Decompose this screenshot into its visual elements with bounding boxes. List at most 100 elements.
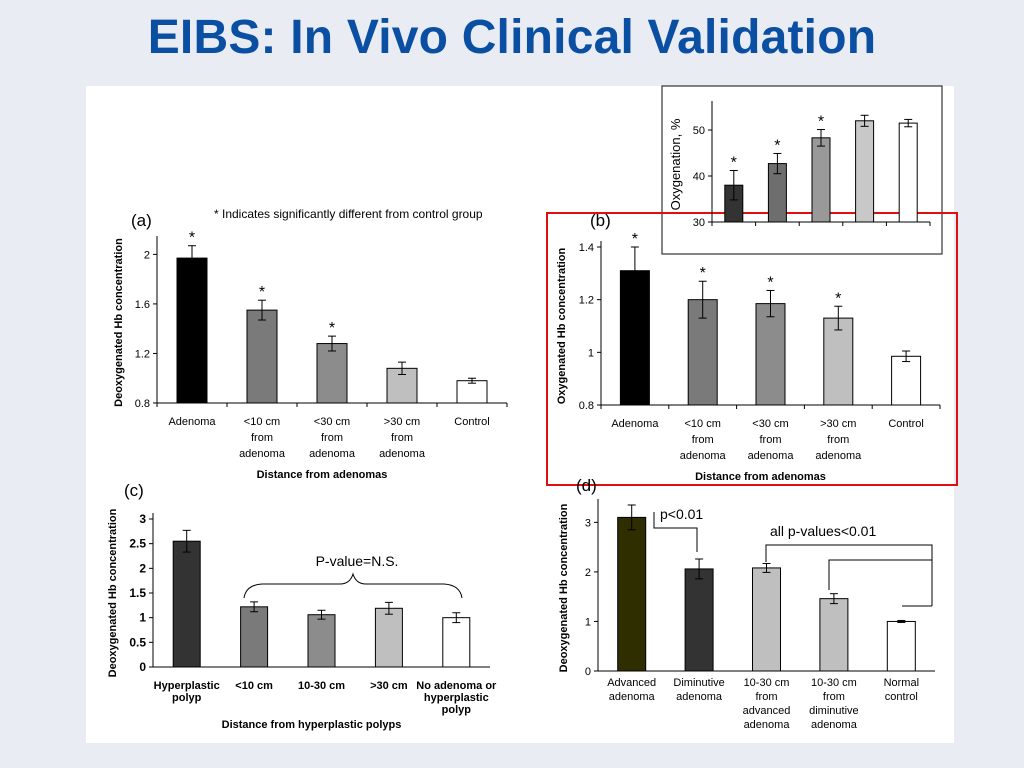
y-tick-label: 1.4: [579, 242, 594, 254]
category-label: from: [827, 434, 849, 446]
bar: [684, 568, 714, 672]
category-label: Control: [454, 416, 489, 428]
y-tick-label: 0.8: [135, 398, 150, 410]
category-label: advanced: [743, 705, 791, 717]
panel-label: (a): [131, 211, 152, 230]
category-label: Hyperplastic: [154, 680, 220, 692]
bar: [316, 343, 348, 404]
bar: [823, 317, 854, 406]
y-tick-label: 1.2: [135, 348, 150, 360]
y-axis-label: Oxygenated Hb concentration: [556, 247, 568, 404]
bar: [240, 606, 269, 668]
y-axis-label: Oxygenation, %: [668, 118, 683, 210]
y-tick-label: 2: [144, 249, 150, 261]
y-tick-label: 0: [139, 660, 146, 674]
category-label: Diminutive: [673, 677, 724, 689]
category-label: diminutive: [809, 705, 859, 717]
chart-d: 0 1 2 3 Advanced adenoma Diminutive adenoma 10-3…: [558, 476, 935, 731]
significance-star: *: [767, 274, 773, 291]
category-label: Control: [888, 418, 923, 430]
chart-b: 0.8 1 1.2 1.4 * Adenoma * <10 cm from adenoma * <30…: [556, 211, 941, 483]
category-label: from: [251, 432, 273, 444]
x-axis-label: Distance from hyperplastic polyps: [222, 719, 402, 731]
bar: [891, 355, 922, 406]
category-label: adenoma: [748, 450, 795, 462]
p-bracket-1: [653, 512, 698, 552]
significance-star: *: [700, 265, 706, 282]
y-tick-label: 0: [585, 666, 591, 678]
y-tick-label: 1: [588, 347, 594, 359]
category-label: adenoma: [609, 691, 656, 703]
panel-label: (b): [590, 211, 611, 230]
p-bracket-2: [765, 544, 933, 606]
category-label: Adenoma: [611, 418, 659, 430]
x-axis-label: Distance from adenomas: [257, 469, 388, 481]
category-label: adenoma: [379, 448, 426, 460]
y-tick-label: 1.5: [129, 586, 146, 600]
category-label: Advanced: [607, 677, 656, 689]
p-annotation-2: all p-values<0.01: [770, 523, 876, 539]
page-title: EIBS: In Vivo Clinical Validation: [147, 11, 877, 64]
y-tick-label: 30: [693, 217, 705, 229]
y-tick-label: 1: [585, 616, 591, 628]
bar: [752, 567, 781, 672]
y-tick-label: 1: [139, 611, 146, 625]
significance-note: * Indicates significantly different from…: [214, 207, 483, 221]
category-label: adenoma: [744, 719, 791, 731]
bar: [755, 303, 786, 406]
category-label: adenoma: [811, 719, 858, 731]
category-label: <30 cm: [314, 416, 350, 428]
category-label: 10-30 cm: [744, 677, 790, 689]
bar: [442, 617, 471, 668]
significance-star: *: [818, 114, 824, 131]
significance-star: *: [632, 231, 638, 248]
category-label: from: [391, 432, 413, 444]
category-label: from: [823, 691, 845, 703]
category-label: No adenoma or: [416, 680, 497, 692]
highlight-box: [546, 212, 958, 486]
category-label: adenoma: [676, 691, 723, 703]
p-annotation-1: p<0.01: [660, 506, 703, 522]
category-label: adenoma: [309, 448, 356, 460]
category-label: <10 cm: [685, 418, 721, 430]
significance-star: *: [259, 284, 265, 301]
y-axis-label: Deoxygenated Hb concentration: [558, 503, 570, 672]
y-tick-label: 2: [585, 567, 591, 579]
category-label: Adenoma: [168, 416, 216, 428]
category-label: >30 cm: [370, 680, 408, 692]
bar: [176, 257, 208, 404]
y-tick-label: 0.5: [129, 635, 146, 649]
category-label: polyp: [172, 692, 202, 704]
category-label: from: [321, 432, 343, 444]
y-tick-label: 50: [693, 125, 705, 137]
y-tick-label: 0.8: [579, 400, 594, 412]
y-tick-label: 2.5: [129, 537, 146, 551]
y-axis-label: Deoxygenated Hb concentration: [113, 238, 125, 407]
bar: [172, 540, 201, 668]
ns-annotation: P-value=N.S.: [316, 553, 399, 569]
significance-star: *: [774, 137, 780, 154]
chart-a: 0.8 1.2 1.6 2 * Adenoma * <10 cm from adenoma * <30…: [113, 211, 508, 481]
bar: [307, 614, 336, 668]
bar: [886, 620, 916, 672]
category-label: adenoma: [680, 450, 727, 462]
panel-label: (d): [576, 476, 597, 495]
p-bracket-3: [828, 559, 932, 590]
category-label: <10 cm: [244, 416, 280, 428]
x-axis-label: Distance from adenomas: [695, 471, 826, 483]
category-label: from: [756, 691, 778, 703]
y-tick-label: 40: [693, 171, 705, 183]
category-label: >30 cm: [384, 416, 420, 428]
bar: [898, 122, 918, 223]
category-label: <30 cm: [752, 418, 788, 430]
bar: [617, 516, 647, 672]
y-tick-label: 1.2: [579, 295, 594, 307]
chart-inset: 30 40 50 * * * Oxygenation, %: [668, 101, 931, 229]
y-tick-label: 2: [139, 561, 146, 575]
panel-label: (c): [124, 481, 144, 500]
y-axis-label: Deoxygenated Hb concentration: [107, 508, 119, 677]
inset-frame: [661, 85, 943, 255]
category-label: >30 cm: [820, 418, 856, 430]
